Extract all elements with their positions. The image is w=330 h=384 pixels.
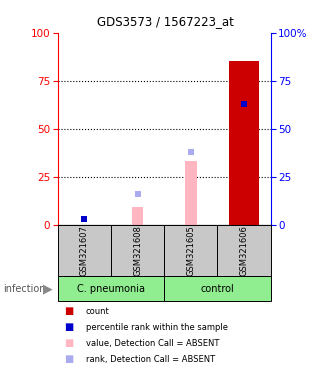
Text: GSM321605: GSM321605 <box>186 225 195 276</box>
Text: value, Detection Call = ABSENT: value, Detection Call = ABSENT <box>86 339 219 348</box>
Text: control: control <box>201 284 234 294</box>
Bar <box>58 225 111 276</box>
Bar <box>217 225 271 276</box>
Text: GSM321606: GSM321606 <box>240 225 248 276</box>
Text: GDS3573 / 1567223_at: GDS3573 / 1567223_at <box>97 15 233 28</box>
Bar <box>132 207 144 225</box>
Text: GSM321607: GSM321607 <box>80 225 89 276</box>
Text: GSM321608: GSM321608 <box>133 225 142 276</box>
Bar <box>229 61 259 225</box>
Bar <box>185 161 197 225</box>
Text: ■: ■ <box>64 322 74 332</box>
Text: C. pneumonia: C. pneumonia <box>77 284 145 294</box>
Text: ■: ■ <box>64 306 74 316</box>
Text: count: count <box>86 306 110 316</box>
Text: rank, Detection Call = ABSENT: rank, Detection Call = ABSENT <box>86 355 215 364</box>
Text: ■: ■ <box>64 354 74 364</box>
Text: ■: ■ <box>64 338 74 348</box>
Text: infection: infection <box>3 284 46 294</box>
Bar <box>164 276 271 301</box>
Text: percentile rank within the sample: percentile rank within the sample <box>86 323 228 332</box>
Text: ▶: ▶ <box>43 283 53 295</box>
Bar <box>58 276 164 301</box>
Bar <box>111 225 164 276</box>
Bar <box>164 225 217 276</box>
